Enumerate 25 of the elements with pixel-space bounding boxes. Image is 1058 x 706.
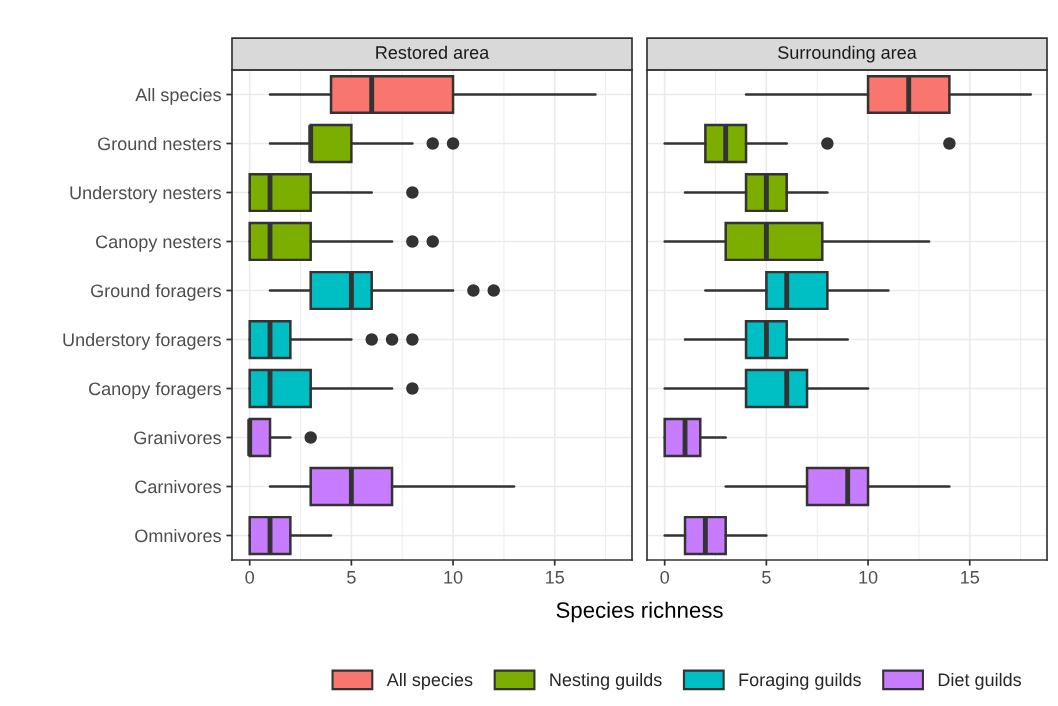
chart-title: Restored area	[376, 45, 490, 59]
y-tick-label: Granivores	[134, 430, 221, 445]
x-tick-label: 15	[961, 571, 980, 584]
legend-label: Diet guilds	[938, 672, 1022, 690]
x-tick-label: 0	[660, 570, 670, 584]
legend-label: Foraging guilds	[739, 672, 861, 690]
y-tick-label: Carnivores	[135, 479, 221, 494]
y-tick-label: All species	[135, 87, 221, 105]
y-tick-label: Ground foragers	[91, 283, 221, 301]
x-tick-label: 15	[546, 571, 565, 584]
x-tick-label: 10	[859, 570, 878, 584]
y-tick-label: Ground nesters	[98, 136, 221, 151]
y-tick-label: Canopy foragers	[89, 381, 221, 399]
y-tick-label: Canopy nesters	[96, 235, 221, 252]
x-tick-label: 5	[762, 571, 771, 584]
legend-label: Nesting guilds	[550, 672, 662, 690]
y-tick-label: Understory nesters	[70, 185, 221, 203]
x-tick-label: 5	[347, 571, 356, 584]
x-axis-title: Species richness	[556, 601, 723, 623]
chart-title: Surrounding area	[778, 45, 917, 63]
x-tick-label: 10	[444, 570, 463, 584]
legend-label: All species	[386, 672, 473, 690]
x-tick-label: 0	[245, 570, 255, 584]
y-tick-label: Omnivores	[135, 528, 221, 543]
y-tick-label: Understory foragers	[63, 332, 221, 350]
